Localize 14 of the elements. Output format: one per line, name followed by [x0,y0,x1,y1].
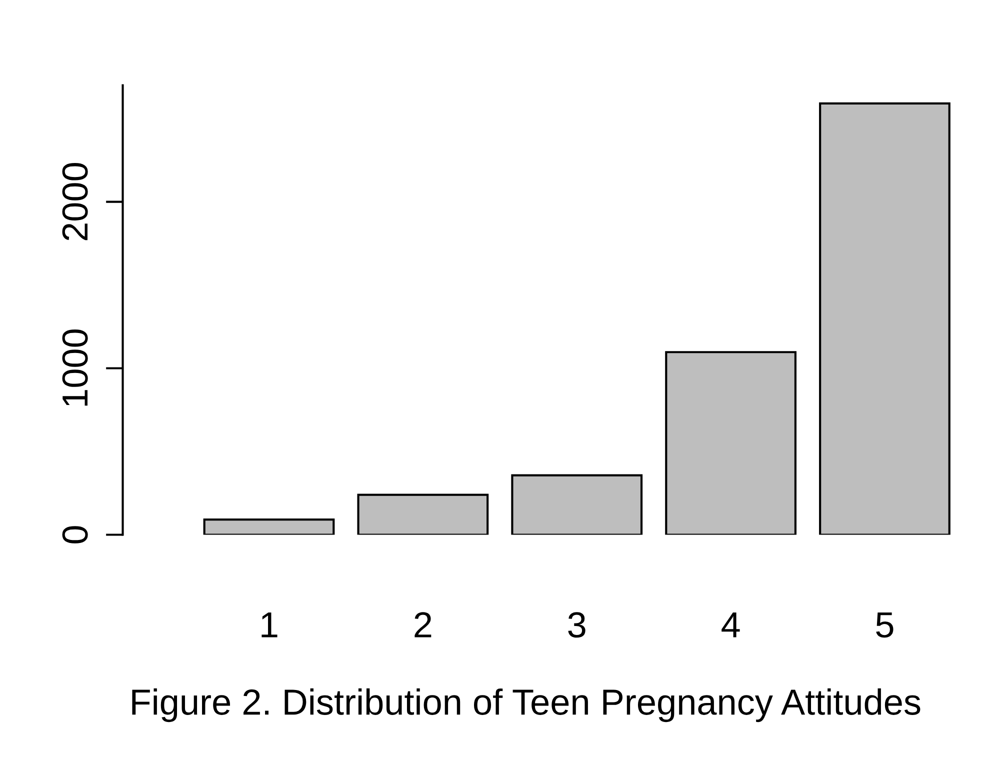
bar [665,351,796,535]
bar [203,518,335,535]
x-tick-label: 4 [722,612,740,638]
x-tick-label: 3 [568,612,586,638]
caption: Figure 2. Distribution of Teen Pregnancy Attitudes [132,688,920,722]
bar [819,102,950,535]
y-tick-label: 2000 [62,163,88,240]
bar [511,474,643,535]
y-tick-label: 1000 [62,330,88,406]
x-tick-label: 1 [262,612,278,638]
x-tick-label: 5 [876,612,894,638]
x-tick-label: 2 [414,612,432,638]
y-tick-label: 0 [62,526,88,544]
bar [357,494,489,535]
